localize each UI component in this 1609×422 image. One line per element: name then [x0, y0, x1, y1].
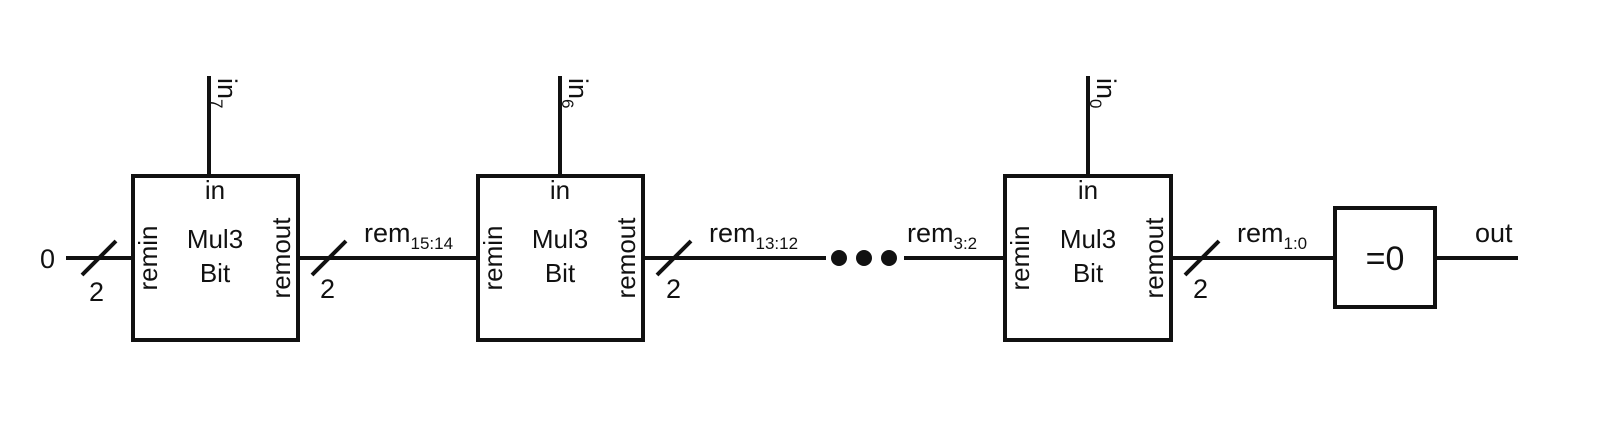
signal-label-rem-3-2: rem3:2	[907, 218, 977, 253]
cell-input-label: in0	[1086, 78, 1121, 108]
port-remout-label: remout	[611, 217, 641, 299]
cell-title-line2: Bit	[545, 258, 576, 288]
bus-slash	[80, 239, 118, 277]
bus-slash	[310, 239, 348, 277]
input-base: in	[1091, 78, 1121, 99]
input-base: in	[212, 78, 242, 99]
signal-base: rem	[709, 218, 756, 248]
ellipsis-dot	[856, 250, 872, 266]
signal-label-rem-15-14: rem15:14	[364, 218, 453, 253]
svg-text:in6: in6	[558, 78, 593, 108]
port-remout-label: remout	[266, 217, 296, 299]
cell-title-line2: Bit	[1073, 258, 1104, 288]
bus-width-label: 2	[320, 274, 335, 304]
input-value-label: 0	[40, 244, 55, 274]
zero-check-label: =0	[1366, 240, 1405, 278]
port-in-label: in	[1078, 175, 1098, 205]
port-in-label: in	[550, 175, 570, 205]
svg-text:in7: in7	[207, 78, 242, 108]
svg-text:in0: in0	[1086, 78, 1121, 108]
port-in-label: in	[205, 175, 225, 205]
bus-slash	[655, 239, 693, 277]
signal-label-rem-1-0: rem1:0	[1237, 218, 1307, 253]
ellipsis-dot	[881, 250, 897, 266]
mul3bit-cell-box	[131, 174, 300, 342]
cell-title-line1: Mul3	[187, 224, 243, 254]
cell-title-line1: Mul3	[1060, 224, 1116, 254]
port-remin-label: remin	[133, 225, 163, 290]
cell-title-line1: Mul3	[532, 224, 588, 254]
zero-check-box	[1333, 206, 1437, 309]
signal-base: rem	[907, 218, 954, 248]
signal-subscript: 1:0	[1284, 234, 1308, 253]
signal-base: rem	[364, 218, 411, 248]
signal-label-rem-13-12: rem13:12	[709, 218, 798, 253]
ellipsis-dot	[831, 250, 847, 266]
cell-title-line2: Bit	[200, 258, 231, 288]
bus-slash	[1183, 239, 1221, 277]
cell-input-label: in7	[207, 78, 242, 108]
signal-base: rem	[1237, 218, 1284, 248]
input-subscript: 6	[558, 99, 577, 108]
signal-subscript: 13:12	[756, 234, 799, 253]
port-remin-label: remin	[1005, 225, 1035, 290]
mul3bit-cell-box	[476, 174, 645, 342]
output-label: out	[1475, 218, 1513, 248]
input-base: in	[563, 78, 593, 99]
cell-input-label: in6	[558, 78, 593, 108]
port-remin-label: remin	[478, 225, 508, 290]
input-subscript: 0	[1086, 99, 1105, 108]
bus-width-label: 2	[1193, 274, 1208, 304]
mul3bit-cell-box	[1003, 174, 1173, 342]
bus-width-label: 2	[666, 274, 681, 304]
port-remout-label: remout	[1139, 217, 1169, 299]
signal-subscript: 15:14	[411, 234, 454, 253]
bus-width-label: 2	[89, 277, 104, 307]
signal-subscript: 3:2	[954, 234, 978, 253]
input-subscript: 7	[207, 99, 226, 108]
